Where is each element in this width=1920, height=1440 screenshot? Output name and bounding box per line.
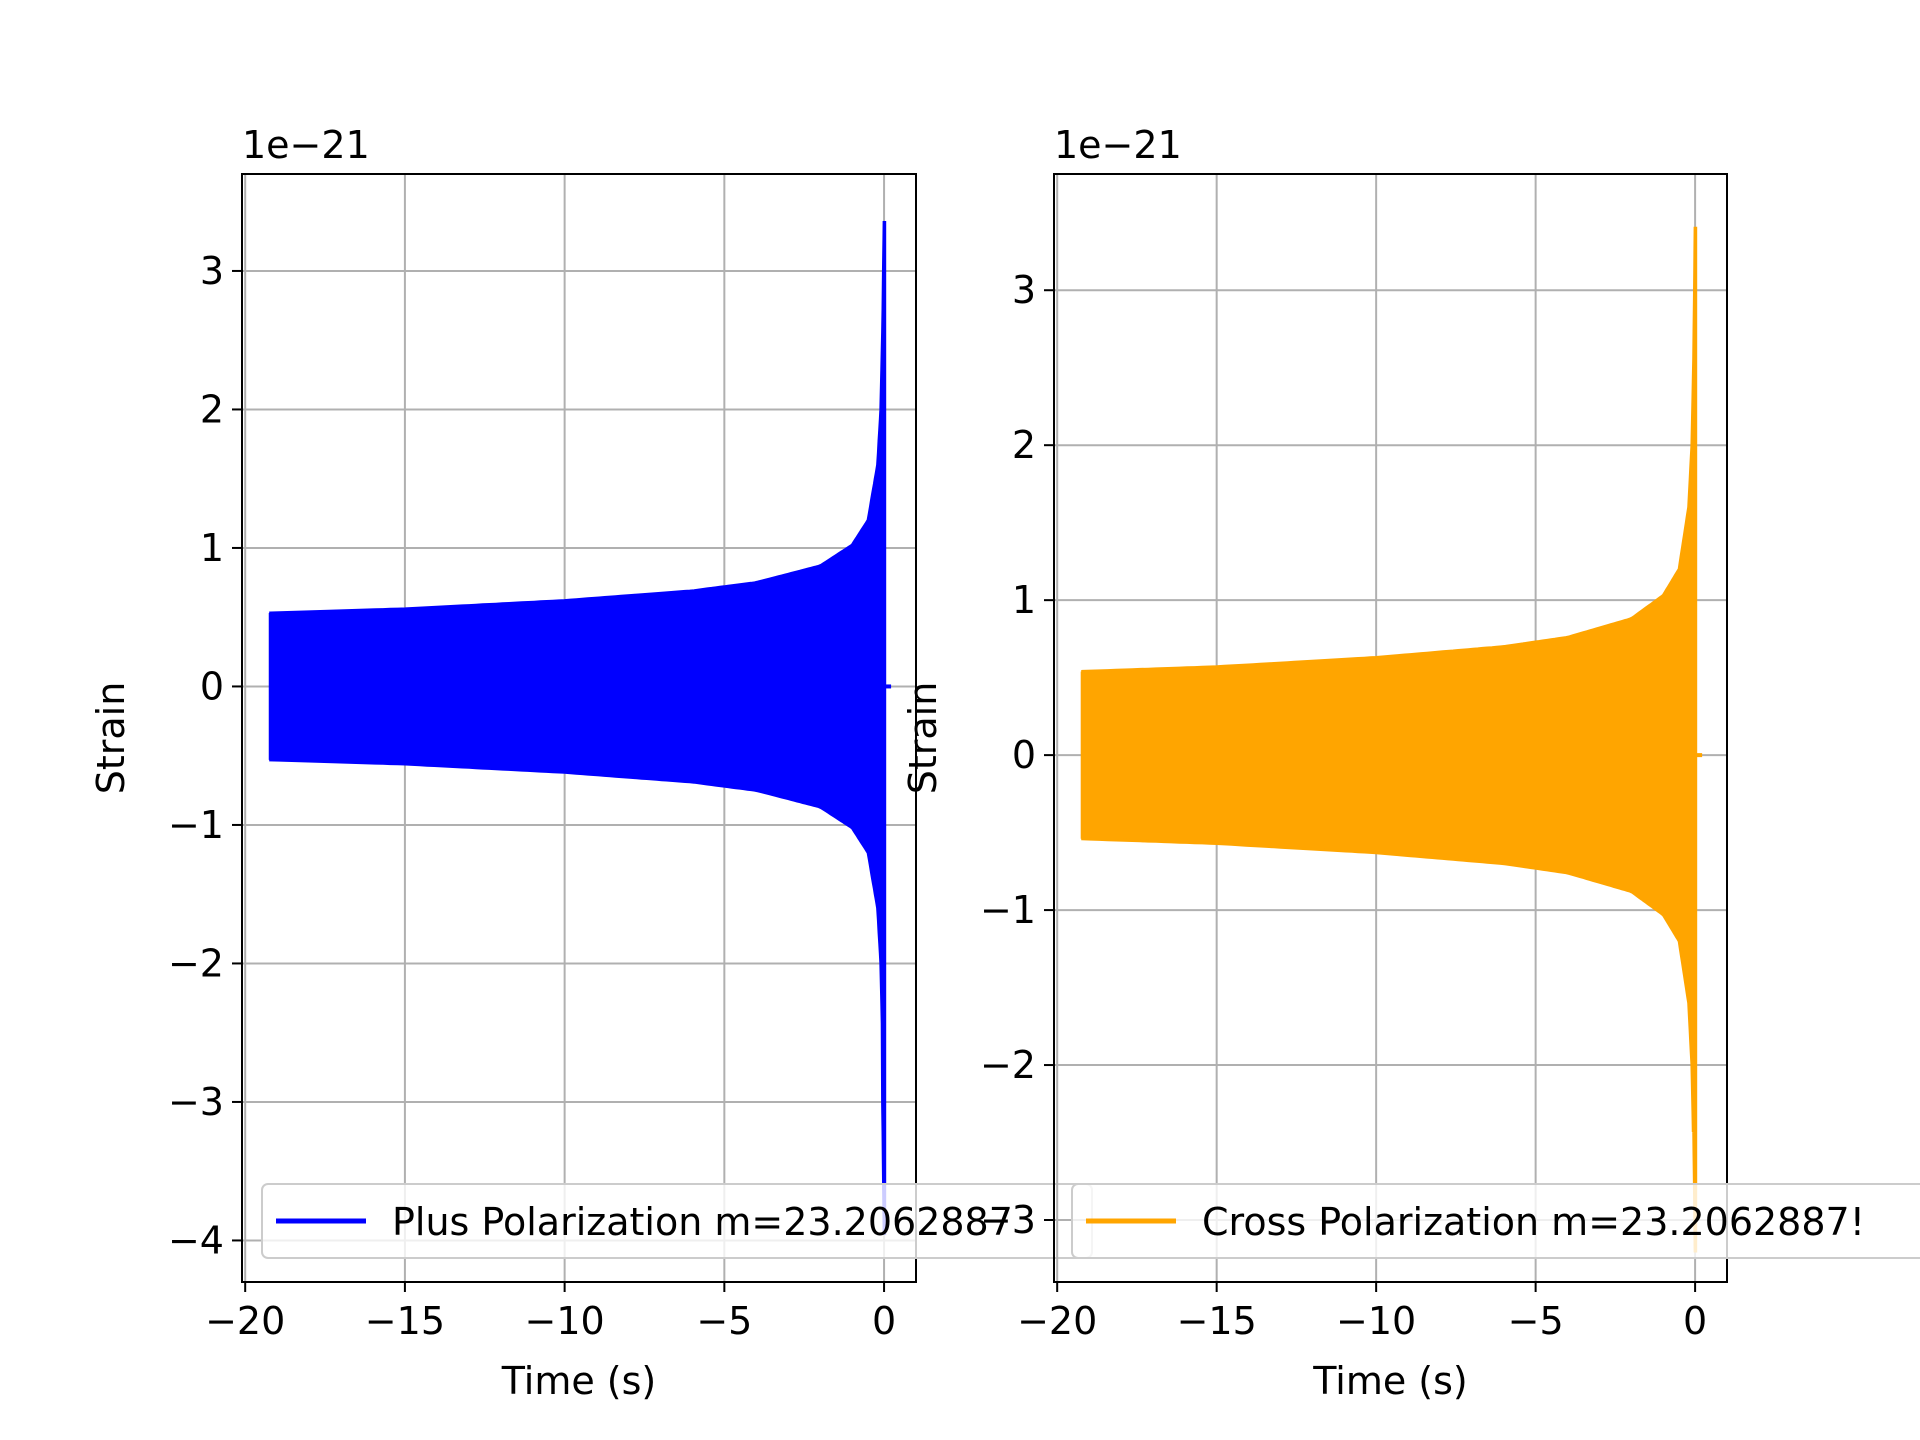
- axes-frame: [1053, 173, 1728, 1283]
- y-tick-label: −2: [980, 1043, 1036, 1087]
- y-tick-label: 3: [1012, 268, 1036, 312]
- y-offset-text: 1e−21: [1054, 123, 1182, 167]
- y-axis-label: Strain: [901, 682, 945, 795]
- x-tick-label: −5: [696, 1299, 752, 1343]
- x-axis-label: Time (s): [501, 1359, 657, 1403]
- legend: Cross Polarization m=23.2062887!: [1071, 1183, 1920, 1259]
- y-tick-label: −3: [168, 1080, 224, 1124]
- y-tick-label: −3: [980, 1198, 1036, 1242]
- x-tick-label: −10: [525, 1299, 605, 1343]
- y-tick-label: 2: [1012, 423, 1036, 467]
- axes-frame: [241, 173, 917, 1283]
- y-tick-label: −4: [168, 1218, 224, 1262]
- y-tick-label: 1: [200, 526, 224, 570]
- x-tick-label: −5: [1508, 1299, 1564, 1343]
- y-tick-label: 0: [200, 664, 224, 708]
- y-tick-label: −2: [168, 941, 224, 985]
- x-tick-label: −20: [1017, 1299, 1097, 1343]
- x-tick-label: −15: [1177, 1299, 1257, 1343]
- y-tick-label: −1: [980, 888, 1036, 932]
- legend: Plus Polarization m=23.2062887: [261, 1183, 1093, 1259]
- x-tick-label: 0: [1683, 1299, 1707, 1343]
- y-tick-label: 0: [1012, 733, 1036, 777]
- x-axis-label: Time (s): [1312, 1359, 1468, 1403]
- legend-label-plus: Plus Polarization m=23.2062887: [392, 1200, 1013, 1244]
- x-tick-label: 0: [872, 1299, 896, 1343]
- y-tick-label: 1: [1012, 578, 1036, 622]
- x-tick-label: −10: [1336, 1299, 1416, 1343]
- y-axis-label: Strain: [89, 682, 133, 795]
- y-tick-label: 2: [200, 387, 224, 431]
- legend-label-cross: Cross Polarization m=23.2062887!: [1202, 1200, 1865, 1244]
- x-tick-label: −20: [205, 1299, 285, 1343]
- y-tick-label: 3: [200, 249, 224, 293]
- y-tick-label: −1: [168, 803, 224, 847]
- legend-box: [1071, 1183, 1920, 1259]
- x-tick-label: −15: [365, 1299, 445, 1343]
- y-offset-text: 1e−21: [242, 123, 370, 167]
